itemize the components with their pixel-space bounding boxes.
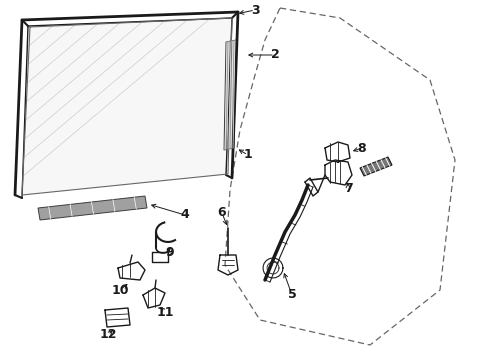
Text: 7: 7 xyxy=(343,181,352,194)
Text: 6: 6 xyxy=(218,207,226,220)
Polygon shape xyxy=(224,40,236,150)
Text: 2: 2 xyxy=(270,49,279,62)
Text: 1: 1 xyxy=(244,148,252,162)
Text: 12: 12 xyxy=(99,328,117,342)
Text: 5: 5 xyxy=(288,288,296,302)
Polygon shape xyxy=(22,18,232,195)
Text: 3: 3 xyxy=(251,4,259,17)
Polygon shape xyxy=(360,157,392,176)
Text: 9: 9 xyxy=(166,246,174,258)
Text: 4: 4 xyxy=(181,208,189,221)
Text: 11: 11 xyxy=(156,306,174,319)
Polygon shape xyxy=(38,196,147,220)
Text: 8: 8 xyxy=(358,141,367,154)
Text: 10: 10 xyxy=(111,284,129,297)
